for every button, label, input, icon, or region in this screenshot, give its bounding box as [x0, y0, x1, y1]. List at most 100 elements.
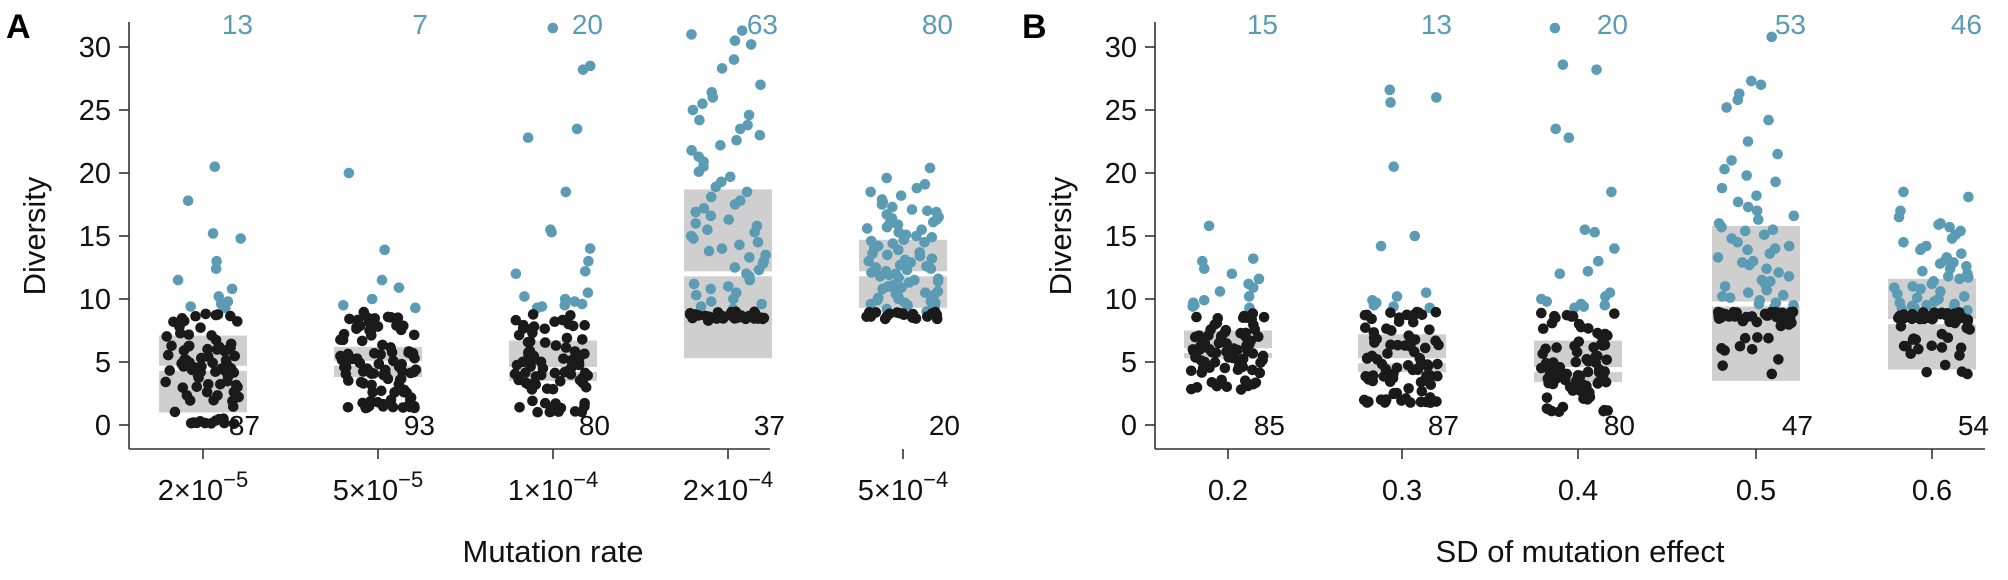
low-diversity-point [394, 374, 406, 386]
high-diversity-point [211, 255, 222, 267]
high-diversity-point [1761, 263, 1772, 275]
low-diversity-point [351, 321, 362, 333]
high-diversity-point [1767, 224, 1779, 235]
high-diversity-point [1589, 226, 1601, 238]
low-diversity-point [582, 370, 594, 381]
low-diversity-point [1418, 375, 1430, 386]
low-diversity-point [344, 313, 355, 325]
high-diversity-point [734, 123, 746, 135]
low-diversity-point [1541, 392, 1553, 403]
high-diversity-point [1719, 281, 1731, 292]
high-diversity-point [1578, 301, 1590, 312]
high-diversity-point [892, 244, 904, 256]
low-diversity-point [356, 335, 368, 347]
low-diversity-point [1257, 354, 1268, 366]
high-count-label: 46 [1951, 9, 1982, 40]
low-count-label: 87 [229, 410, 260, 441]
low-diversity-point [1561, 368, 1573, 380]
x-axis-title: Mutation rate [463, 534, 644, 569]
low-diversity-point [1393, 316, 1405, 327]
high-diversity-point [686, 145, 697, 156]
low-diversity-point [162, 349, 174, 361]
high-diversity-point [185, 301, 196, 312]
low-diversity-point [192, 369, 204, 381]
low-diversity-point [1382, 348, 1393, 359]
low-diversity-point [1962, 368, 1973, 380]
high-diversity-point [343, 167, 355, 179]
low-diversity-point [1582, 323, 1594, 334]
low-diversity-point [1185, 365, 1197, 377]
low-diversity-point [366, 368, 377, 379]
low-diversity-point [351, 353, 363, 365]
low-diversity-point [569, 346, 581, 357]
high-diversity-point [690, 218, 702, 229]
low-diversity-point [1734, 340, 1746, 352]
high-diversity-point [1582, 265, 1594, 277]
low-diversity-point [1385, 307, 1396, 318]
high-diversity-point [366, 293, 378, 305]
low-diversity-point [1405, 341, 1416, 352]
high-diversity-point [932, 273, 944, 285]
low-diversity-point [1189, 331, 1201, 343]
high-diversity-point [1385, 97, 1396, 108]
low-diversity-point [231, 316, 243, 327]
low-diversity-point [1583, 355, 1594, 367]
low-diversity-point [342, 375, 354, 386]
high-count-label: 13 [222, 9, 253, 40]
high-diversity-point [745, 39, 757, 50]
low-diversity-point [1430, 335, 1441, 347]
low-diversity-point [1746, 343, 1758, 355]
high-diversity-point [376, 274, 388, 286]
y-tick-label: 15 [79, 221, 111, 253]
low-diversity-point [537, 363, 549, 374]
low-diversity-point [1542, 403, 1554, 415]
high-diversity-point [899, 297, 911, 309]
high-diversity-point [919, 237, 930, 248]
low-count-label: 37 [754, 410, 785, 441]
high-diversity-point [1736, 257, 1748, 268]
low-count-label: 85 [1254, 410, 1285, 441]
low-diversity-point [1574, 385, 1586, 396]
high-diversity-point [1742, 244, 1753, 256]
high-diversity-point [1226, 268, 1238, 280]
high-diversity-point [1893, 211, 1905, 223]
low-diversity-point [1407, 316, 1419, 328]
y-axis-title: Diversity [1043, 176, 1078, 295]
high-diversity-point [1579, 224, 1591, 235]
low-diversity-point [185, 417, 197, 429]
high-diversity-point [906, 204, 918, 215]
low-diversity-point [726, 306, 737, 318]
high-diversity-point [1384, 84, 1396, 96]
high-diversity-point [744, 252, 755, 263]
high-diversity-point [865, 186, 876, 198]
low-diversity-point [360, 402, 372, 414]
x-tick-label: 5×10−5 [333, 467, 423, 507]
high-diversity-point [715, 139, 726, 151]
x-tick-label: 2×10−4 [683, 467, 773, 507]
high-diversity-point [1915, 283, 1926, 295]
low-diversity-point [1242, 380, 1254, 392]
y-tick-label: 20 [79, 158, 111, 190]
high-diversity-point [927, 216, 939, 228]
low-diversity-point [1913, 343, 1924, 355]
low-diversity-point [1573, 336, 1585, 347]
low-diversity-point [379, 364, 391, 376]
high-diversity-point [1753, 298, 1765, 310]
high-diversity-point [1772, 148, 1783, 160]
high-diversity-point [686, 29, 697, 40]
low-diversity-point [580, 381, 592, 393]
high-diversity-point [1889, 282, 1900, 293]
high-diversity-point [1783, 240, 1795, 252]
high-diversity-point [1917, 265, 1928, 277]
high-diversity-point [926, 253, 938, 264]
high-diversity-point [1963, 191, 1974, 203]
high-diversity-point [899, 254, 911, 266]
low-diversity-point [1204, 344, 1215, 355]
low-diversity-point [1432, 370, 1443, 382]
high-diversity-point [716, 243, 728, 254]
low-diversity-point [1601, 354, 1613, 366]
high-diversity-point [1409, 230, 1421, 242]
low-diversity-point [1367, 375, 1379, 387]
high-diversity-point [1187, 301, 1199, 312]
low-diversity-point [1926, 340, 1938, 352]
